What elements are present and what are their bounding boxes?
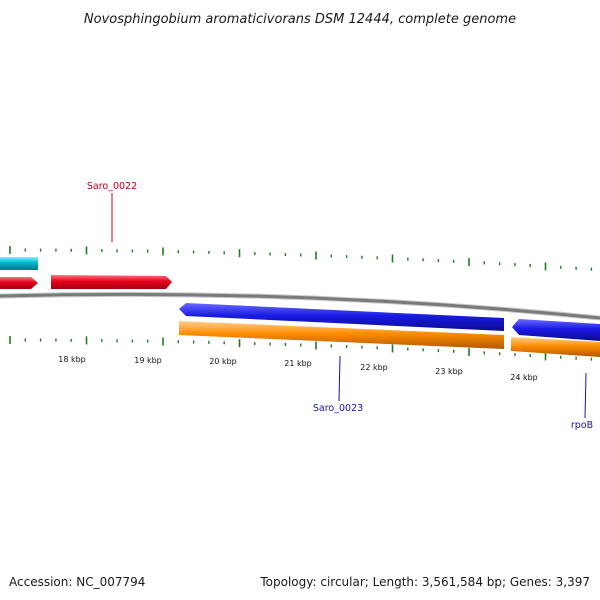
feature-saro-0022[interactable] [51,275,172,289]
connector-saro-0023 [338,355,341,402]
feature-red-left[interactable] [0,277,38,289]
feature-rpob-gene[interactable] [511,337,600,357]
accession-text: Accession: NC_007794 [9,575,145,589]
scale-label-19kbp: 19 kbp [134,356,162,365]
tick-ring-lower [9,336,593,361]
label-rpob[interactable]: rpoB [571,420,593,431]
tick-ring-upper [9,246,593,271]
scale-label-21kbp: 21 kbp [284,359,312,368]
label-saro-0022[interactable]: Saro_0022 [87,181,137,192]
feature-saro-0023-gene[interactable] [179,321,504,349]
scale-label-20kbp: 20 kbp [209,357,237,366]
scale-label-23kbp: 23 kbp [435,367,463,376]
feature-rpob-cds[interactable] [512,319,600,341]
scale-label-24kbp: 24 kbp [510,373,538,382]
scale-label-22kbp: 22 kbp [360,363,388,372]
connector-rpob [584,372,587,419]
label-saro-0023[interactable]: Saro_0023 [313,403,363,414]
map-title: Novosphingobium aromaticivorans DSM 1244… [84,12,516,27]
scale-label-18kbp: 18 kbp [58,355,86,364]
backbone [0,292,600,320]
feature-saro-0023-cds[interactable] [179,303,504,331]
feature-cyan[interactable] [0,257,38,270]
genome-summary-text: Topology: circular; Length: 3,561,584 bp… [259,575,590,589]
